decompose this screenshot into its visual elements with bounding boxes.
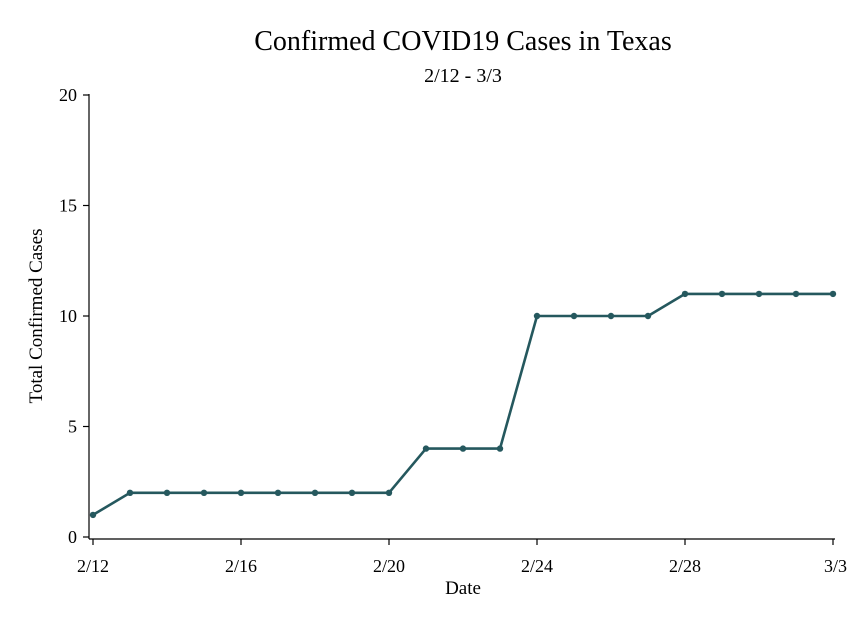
y-tick-label: 0 (68, 527, 77, 547)
data-point (348, 489, 356, 496)
x-tick-label: 2/12 (77, 556, 109, 576)
y-axis-label: Total Confirmed Cases (26, 229, 47, 404)
data-point (422, 445, 430, 452)
data-point (681, 290, 689, 298)
data-point (274, 489, 282, 496)
chart-title: Confirmed COVID19 Cases in Texas (254, 26, 671, 57)
data-point (718, 290, 726, 298)
x-axis-label: Date (445, 578, 481, 599)
data-point (607, 312, 615, 320)
y-tick-label: 5 (68, 417, 77, 437)
data-point (311, 489, 319, 496)
data-point (570, 312, 578, 320)
series-line (92, 292, 833, 517)
series-cases (89, 290, 837, 519)
y-tick-label: 15 (59, 196, 77, 216)
data-point (533, 312, 541, 320)
x-tick-label: 2/20 (373, 556, 405, 576)
x-tick-label: 2/16 (225, 556, 257, 576)
y-tick-label: 20 (59, 85, 77, 105)
data-point (755, 290, 763, 298)
data-point (459, 445, 467, 452)
x-tick-label: 3/3 (824, 556, 847, 576)
data-point (126, 489, 134, 496)
x-axis-ticks: 2/12 2/16 2/20 2/24 2/28 3/3 (77, 539, 847, 576)
x-tick-label: 2/28 (669, 556, 701, 576)
data-point (496, 445, 504, 452)
x-tick-label: 2/24 (521, 556, 553, 576)
y-axis-ticks: 0 5 10 15 20 (59, 85, 89, 547)
data-point (829, 290, 837, 298)
chart-subtitle: 2/12 - 3/3 (424, 65, 502, 87)
data-point (792, 290, 800, 298)
data-point (200, 489, 208, 496)
data-point (163, 489, 171, 496)
data-point (385, 489, 393, 496)
data-point (237, 489, 245, 496)
y-tick-label: 10 (59, 306, 77, 326)
data-point (644, 312, 652, 320)
data-point (89, 511, 97, 519)
